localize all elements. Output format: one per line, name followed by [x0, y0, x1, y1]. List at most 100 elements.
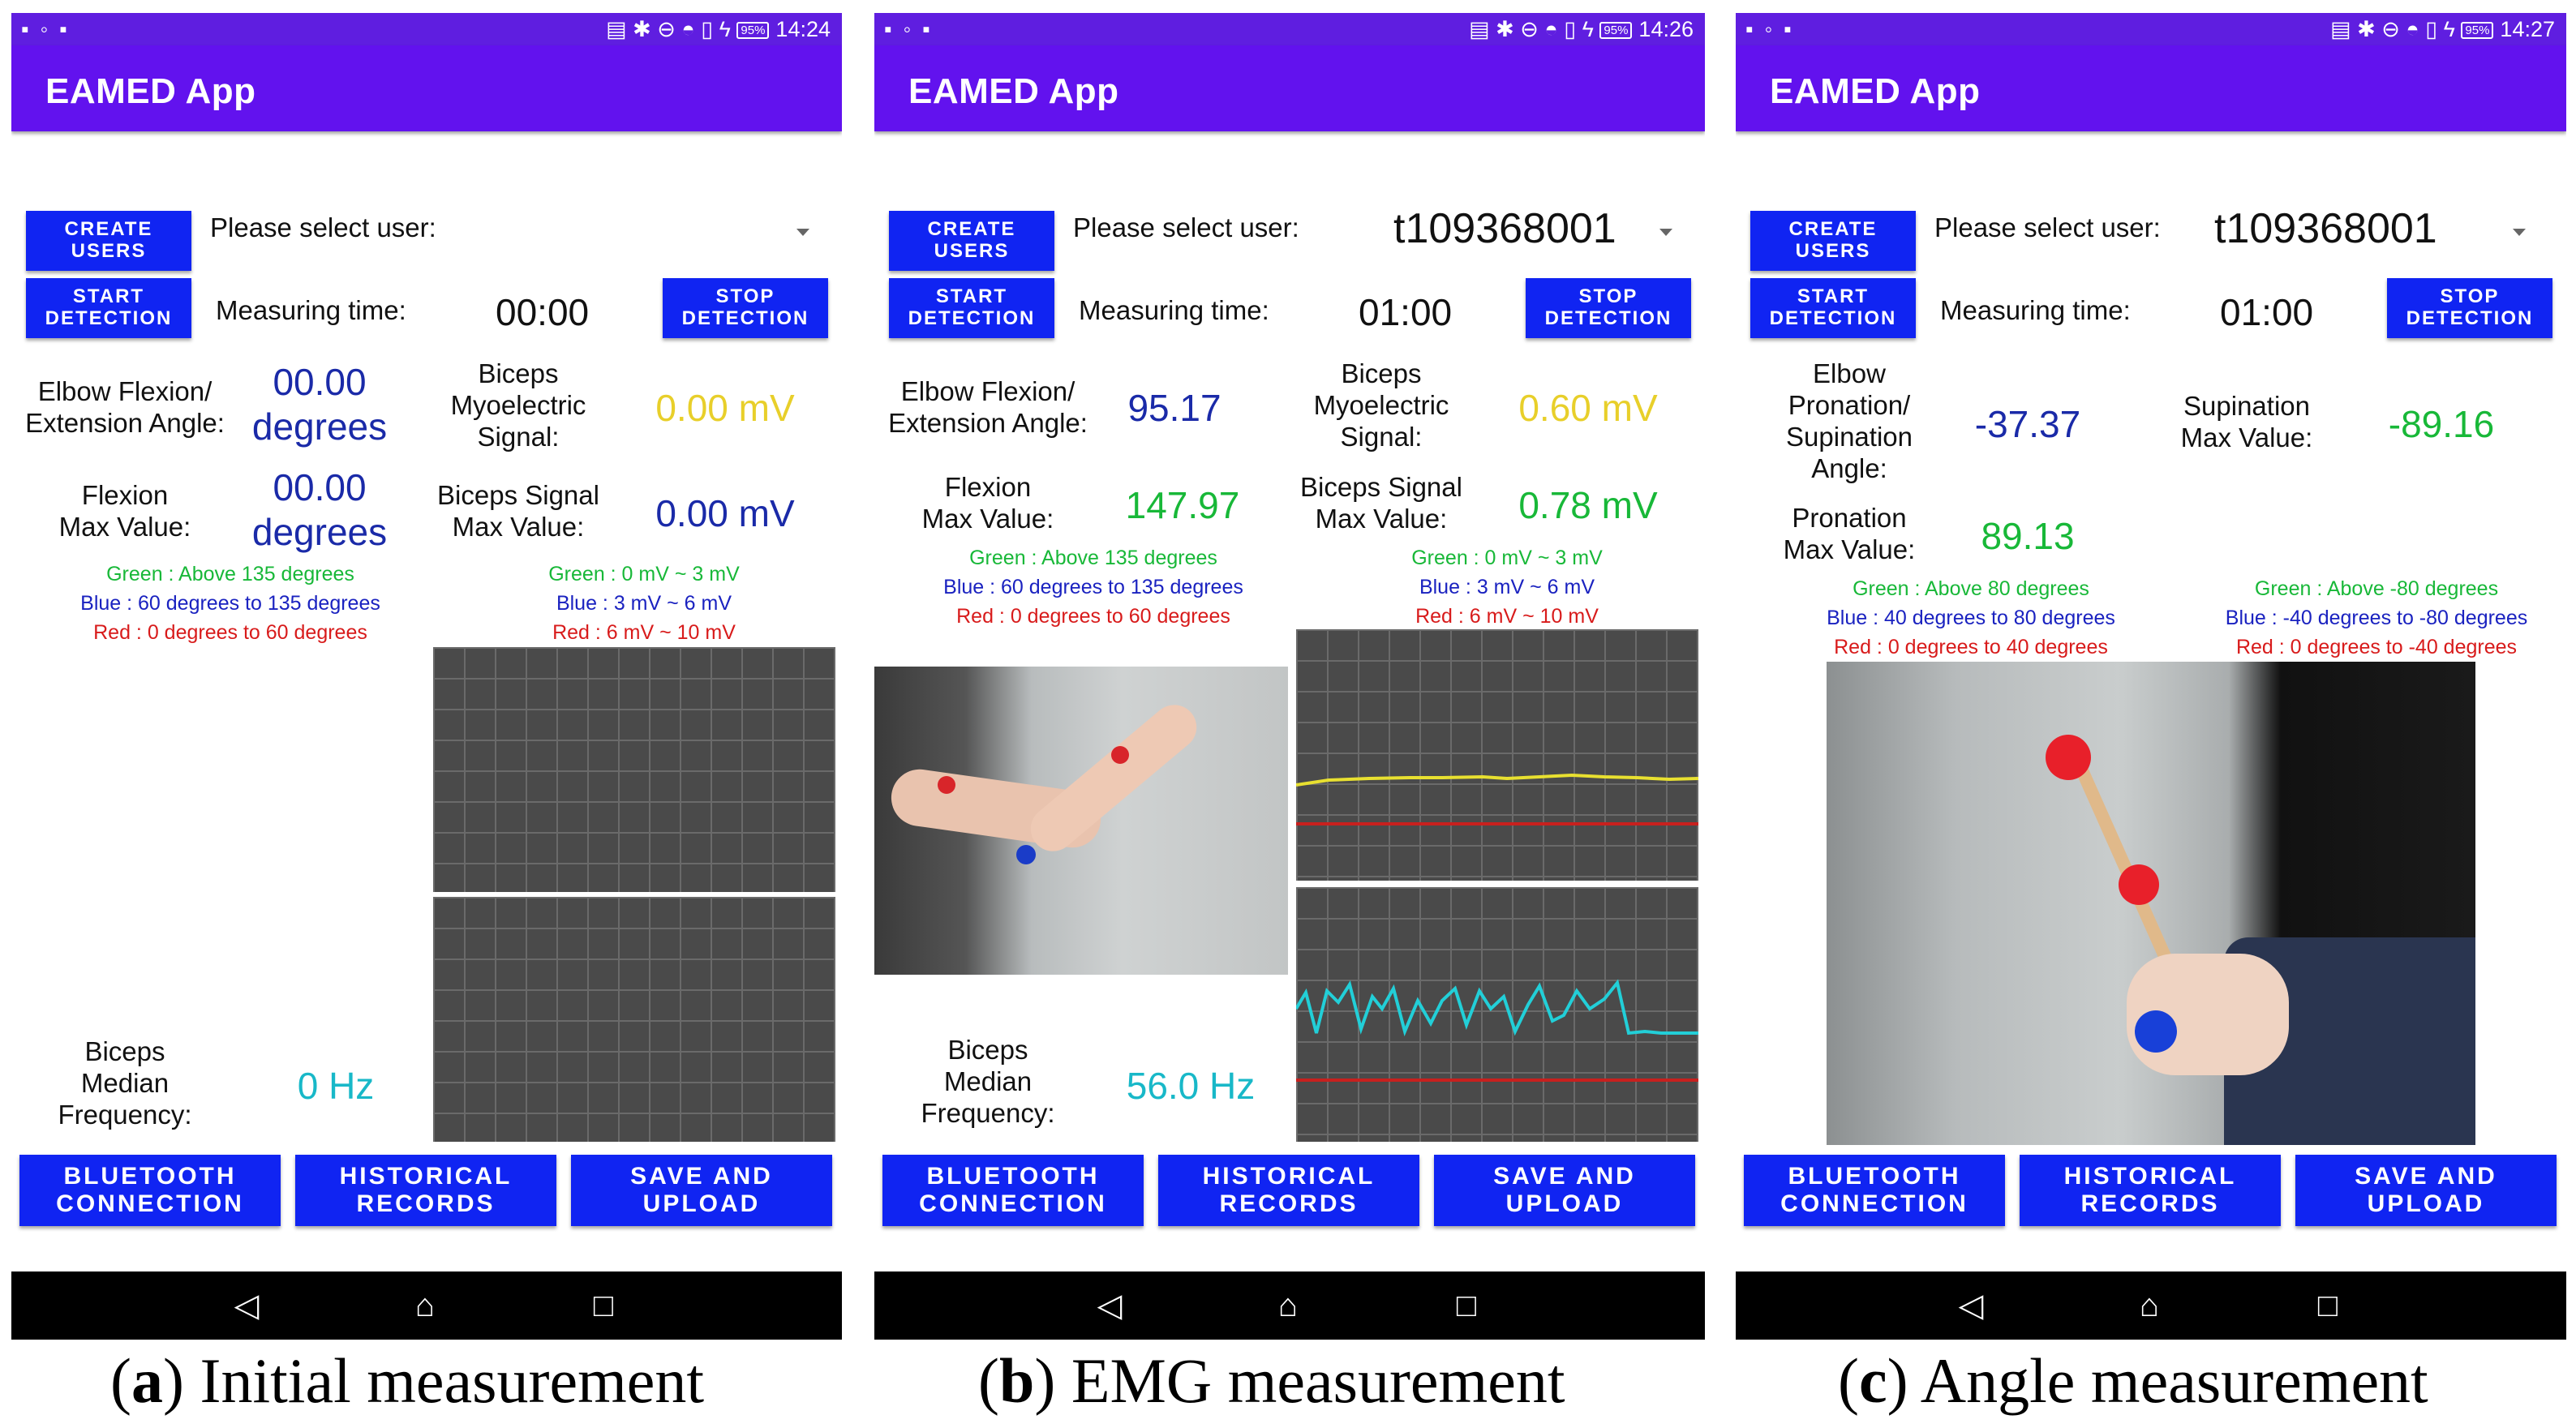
nav-bar: ◁ ⌂ □: [11, 1271, 842, 1340]
measuring-time-label: Measuring time:: [1940, 295, 2131, 325]
select-user-label: Please select user:: [1073, 212, 1299, 242]
emg-frequency-plot: [1296, 979, 1698, 1082]
select-user-label: Please select user:: [210, 212, 436, 242]
measuring-time-value: 00:00: [496, 291, 590, 333]
bluetooth-connection-button[interactable]: BLUETOOTH CONNECTION: [19, 1155, 281, 1226]
pronation-max-value: 89.13: [1981, 515, 2075, 557]
start-detection-button[interactable]: START DETECTION: [1750, 278, 1916, 338]
back-icon[interactable]: ◁: [1958, 1288, 1984, 1323]
frequency-trace: [1296, 979, 1698, 1037]
legend-green: Green : Above 135 degrees: [969, 547, 1217, 569]
measuring-time-label: Measuring time:: [1079, 295, 1269, 325]
elbow-angle-label: Elbow Flexion/ Extension Angle:: [888, 376, 1088, 438]
emg-signal-graph: [1296, 629, 1698, 881]
create-users-button[interactable]: CREATE USERS: [26, 211, 191, 271]
historical-records-button[interactable]: HISTORICAL RECORDS: [2020, 1155, 2281, 1226]
marker-bottom: [2135, 1010, 2177, 1053]
legend-blue: Blue : 3 mV ~ 6 mV: [1419, 576, 1595, 598]
create-users-button[interactable]: CREATE USERS: [1750, 211, 1916, 271]
notification-icons: ▪◦▪: [884, 17, 942, 41]
legend-green: Green : Above 80 degrees: [1853, 577, 2089, 600]
nav-bar: ◁ ⌂ □: [1736, 1271, 2566, 1340]
recents-icon[interactable]: □: [1456, 1288, 1477, 1323]
nav-bar: ◁ ⌂ □: [874, 1271, 1705, 1340]
create-users-button[interactable]: CREATE USERS: [889, 211, 1054, 271]
save-upload-button[interactable]: SAVE AND UPLOAD: [2295, 1155, 2557, 1226]
home-icon[interactable]: ⌂: [1277, 1288, 1299, 1323]
historical-records-button[interactable]: HISTORICAL RECORDS: [1158, 1155, 1419, 1226]
system-icons: ▤ ✱ ⊖ ◓ ▯ ϟ 95% 14:27: [2330, 17, 2555, 41]
chevron-down-icon: [1659, 229, 1672, 236]
median-frequency-value: 56.0 Hz: [1126, 1065, 1256, 1107]
status-bar: ▪◦▪ ▤ ✱ ⊖ ◓ ▯ ϟ 95% 14:26: [874, 13, 1705, 45]
emg-signal-plot: [1296, 773, 1698, 825]
recents-icon[interactable]: □: [593, 1288, 614, 1323]
elbow-angle-label: Elbow Flexion/ Extension Angle:: [25, 376, 225, 438]
battery-icon: 95%: [736, 22, 770, 39]
notification-icons: ▪◦▪: [21, 17, 79, 41]
marker-top: [2046, 735, 2091, 780]
notification-icons: ▪◦▪: [1745, 17, 1803, 41]
marker-shoulder: [938, 776, 955, 794]
start-detection-button[interactable]: START DETECTION: [889, 278, 1054, 338]
flexion-max-value: 147.97: [1125, 484, 1240, 526]
legend-blue: Blue : -40 degrees to -80 degrees: [2225, 607, 2528, 629]
supination-max-label: Supination Max Value:: [2180, 391, 2313, 452]
phone-screen-c: ▪◦▪ ▤ ✱ ⊖ ◓ ▯ ϟ 95% 14:27 EAMED App CREAT…: [1736, 13, 2566, 1340]
emg-frequency-graph: [433, 897, 835, 1142]
select-user-label: Please select user:: [1934, 212, 2161, 242]
legend-red: Red : 0 degrees to -40 degrees: [2235, 636, 2518, 658]
legend-blue: Blue : 3 mV ~ 6 mV: [556, 592, 732, 615]
save-upload-button[interactable]: SAVE AND UPLOAD: [571, 1155, 832, 1226]
emg-frequency-graph: [1296, 887, 1698, 1142]
marker-middle: [2119, 864, 2159, 905]
user-select[interactable]: t109368001: [2214, 204, 2547, 261]
home-icon[interactable]: ⌂: [414, 1288, 436, 1323]
clock: 14:26: [1638, 17, 1694, 41]
caption-c: (c) Angle measurement: [1838, 1345, 2428, 1416]
recents-icon[interactable]: □: [2317, 1288, 2338, 1323]
user-select[interactable]: t109368001: [1393, 204, 1685, 261]
measuring-time-label: Measuring time:: [216, 295, 406, 325]
measuring-time-value: 01:00: [1359, 291, 1453, 333]
user-select[interactable]: [530, 211, 822, 259]
back-icon[interactable]: ◁: [1097, 1288, 1123, 1323]
flexion-max-label: Flexion Max Value:: [58, 480, 191, 542]
biceps-max-label: Biceps Signal Max Value:: [1300, 472, 1462, 534]
app-bar: EAMED App: [11, 45, 842, 131]
selected-user: t109368001: [1393, 205, 1616, 252]
legend-red: Red : 0 degrees to 60 degrees: [956, 605, 1230, 628]
app-bar: EAMED App: [1736, 45, 2566, 131]
stop-detection-button[interactable]: STOP DETECTION: [2387, 278, 2552, 338]
biceps-signal-value: 0.00 mV: [655, 387, 795, 429]
start-detection-button[interactable]: START DETECTION: [26, 278, 191, 338]
stop-detection-button[interactable]: STOP DETECTION: [1526, 278, 1691, 338]
legend-red: Red : 0 degrees to 60 degrees: [93, 621, 367, 644]
back-icon[interactable]: ◁: [234, 1288, 260, 1323]
system-icons: ▤ ✱ ⊖ ◓ ▯ ϟ 95% 14:26: [1469, 17, 1694, 41]
flexion-max-value: 00.00 degrees: [251, 466, 388, 554]
bluetooth-connection-button[interactable]: BLUETOOTH CONNECTION: [1744, 1155, 2005, 1226]
stop-detection-button[interactable]: STOP DETECTION: [663, 278, 828, 338]
selected-user: t109368001: [2214, 205, 2437, 252]
legend-blue: Blue : 60 degrees to 135 degrees: [943, 576, 1243, 598]
emg-legend: Green : 0 mV ~ 3 mV Blue : 3 mV ~ 6 mV R…: [514, 560, 774, 647]
pronation-max-label: Pronation Max Value:: [1783, 503, 1916, 564]
supination-max-value: -89.16: [2388, 403, 2495, 445]
elbow-angle-value: 00.00 degrees: [251, 361, 388, 448]
clock: 14:24: [775, 17, 831, 41]
save-upload-button[interactable]: SAVE AND UPLOAD: [1434, 1155, 1695, 1226]
historical-records-button[interactable]: HISTORICAL RECORDS: [295, 1155, 556, 1226]
status-bar: ▪◦▪ ▤ ✱ ⊖ ◓ ▯ ϟ 95% 14:24: [11, 13, 842, 45]
battery-icon: 95%: [1599, 22, 1633, 39]
caption-a: (a) Initial measurement: [110, 1345, 705, 1416]
pronation-legend: Green : Above 80 degrees Blue : 40 degre…: [1801, 574, 2141, 662]
bluetooth-connection-button[interactable]: BLUETOOTH CONNECTION: [882, 1155, 1144, 1226]
clock: 14:27: [2500, 17, 2555, 41]
flexion-max-label: Flexion Max Value:: [921, 472, 1054, 534]
flexion-legend: Green : Above 135 degrees Blue : 60 degr…: [68, 560, 393, 647]
home-icon[interactable]: ⌂: [2139, 1288, 2160, 1323]
legend-green: Green : Above 135 degrees: [106, 563, 354, 585]
legend-red: Red : 0 degrees to 40 degrees: [1834, 636, 2108, 658]
app-title: EAMED App: [45, 71, 256, 111]
